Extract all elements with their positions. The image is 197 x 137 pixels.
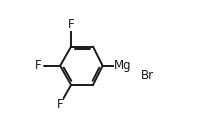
Text: F: F — [35, 59, 42, 72]
Text: F: F — [57, 98, 63, 111]
Text: F: F — [68, 18, 74, 31]
Text: Mg: Mg — [114, 59, 132, 72]
Text: Br: Br — [141, 69, 154, 82]
